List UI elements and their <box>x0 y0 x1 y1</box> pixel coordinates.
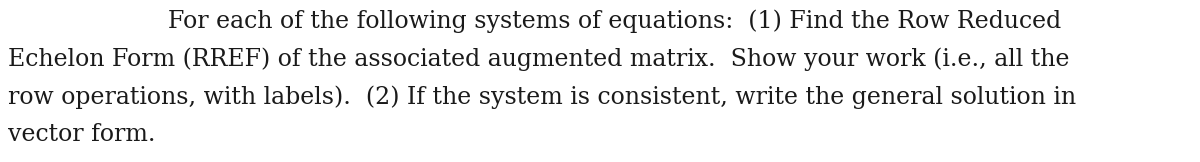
Text: Echelon Form (RREF) of the associated augmented matrix.  Show your work (i.e., a: Echelon Form (RREF) of the associated au… <box>8 47 1069 70</box>
Text: row operations, with labels).  (2) If the system is consistent, write the genera: row operations, with labels). (2) If the… <box>8 85 1076 109</box>
Text: vector form.: vector form. <box>8 123 156 146</box>
Text: For each of the following systems of equations:  (1) Find the Row Reduced: For each of the following systems of equ… <box>168 9 1061 33</box>
